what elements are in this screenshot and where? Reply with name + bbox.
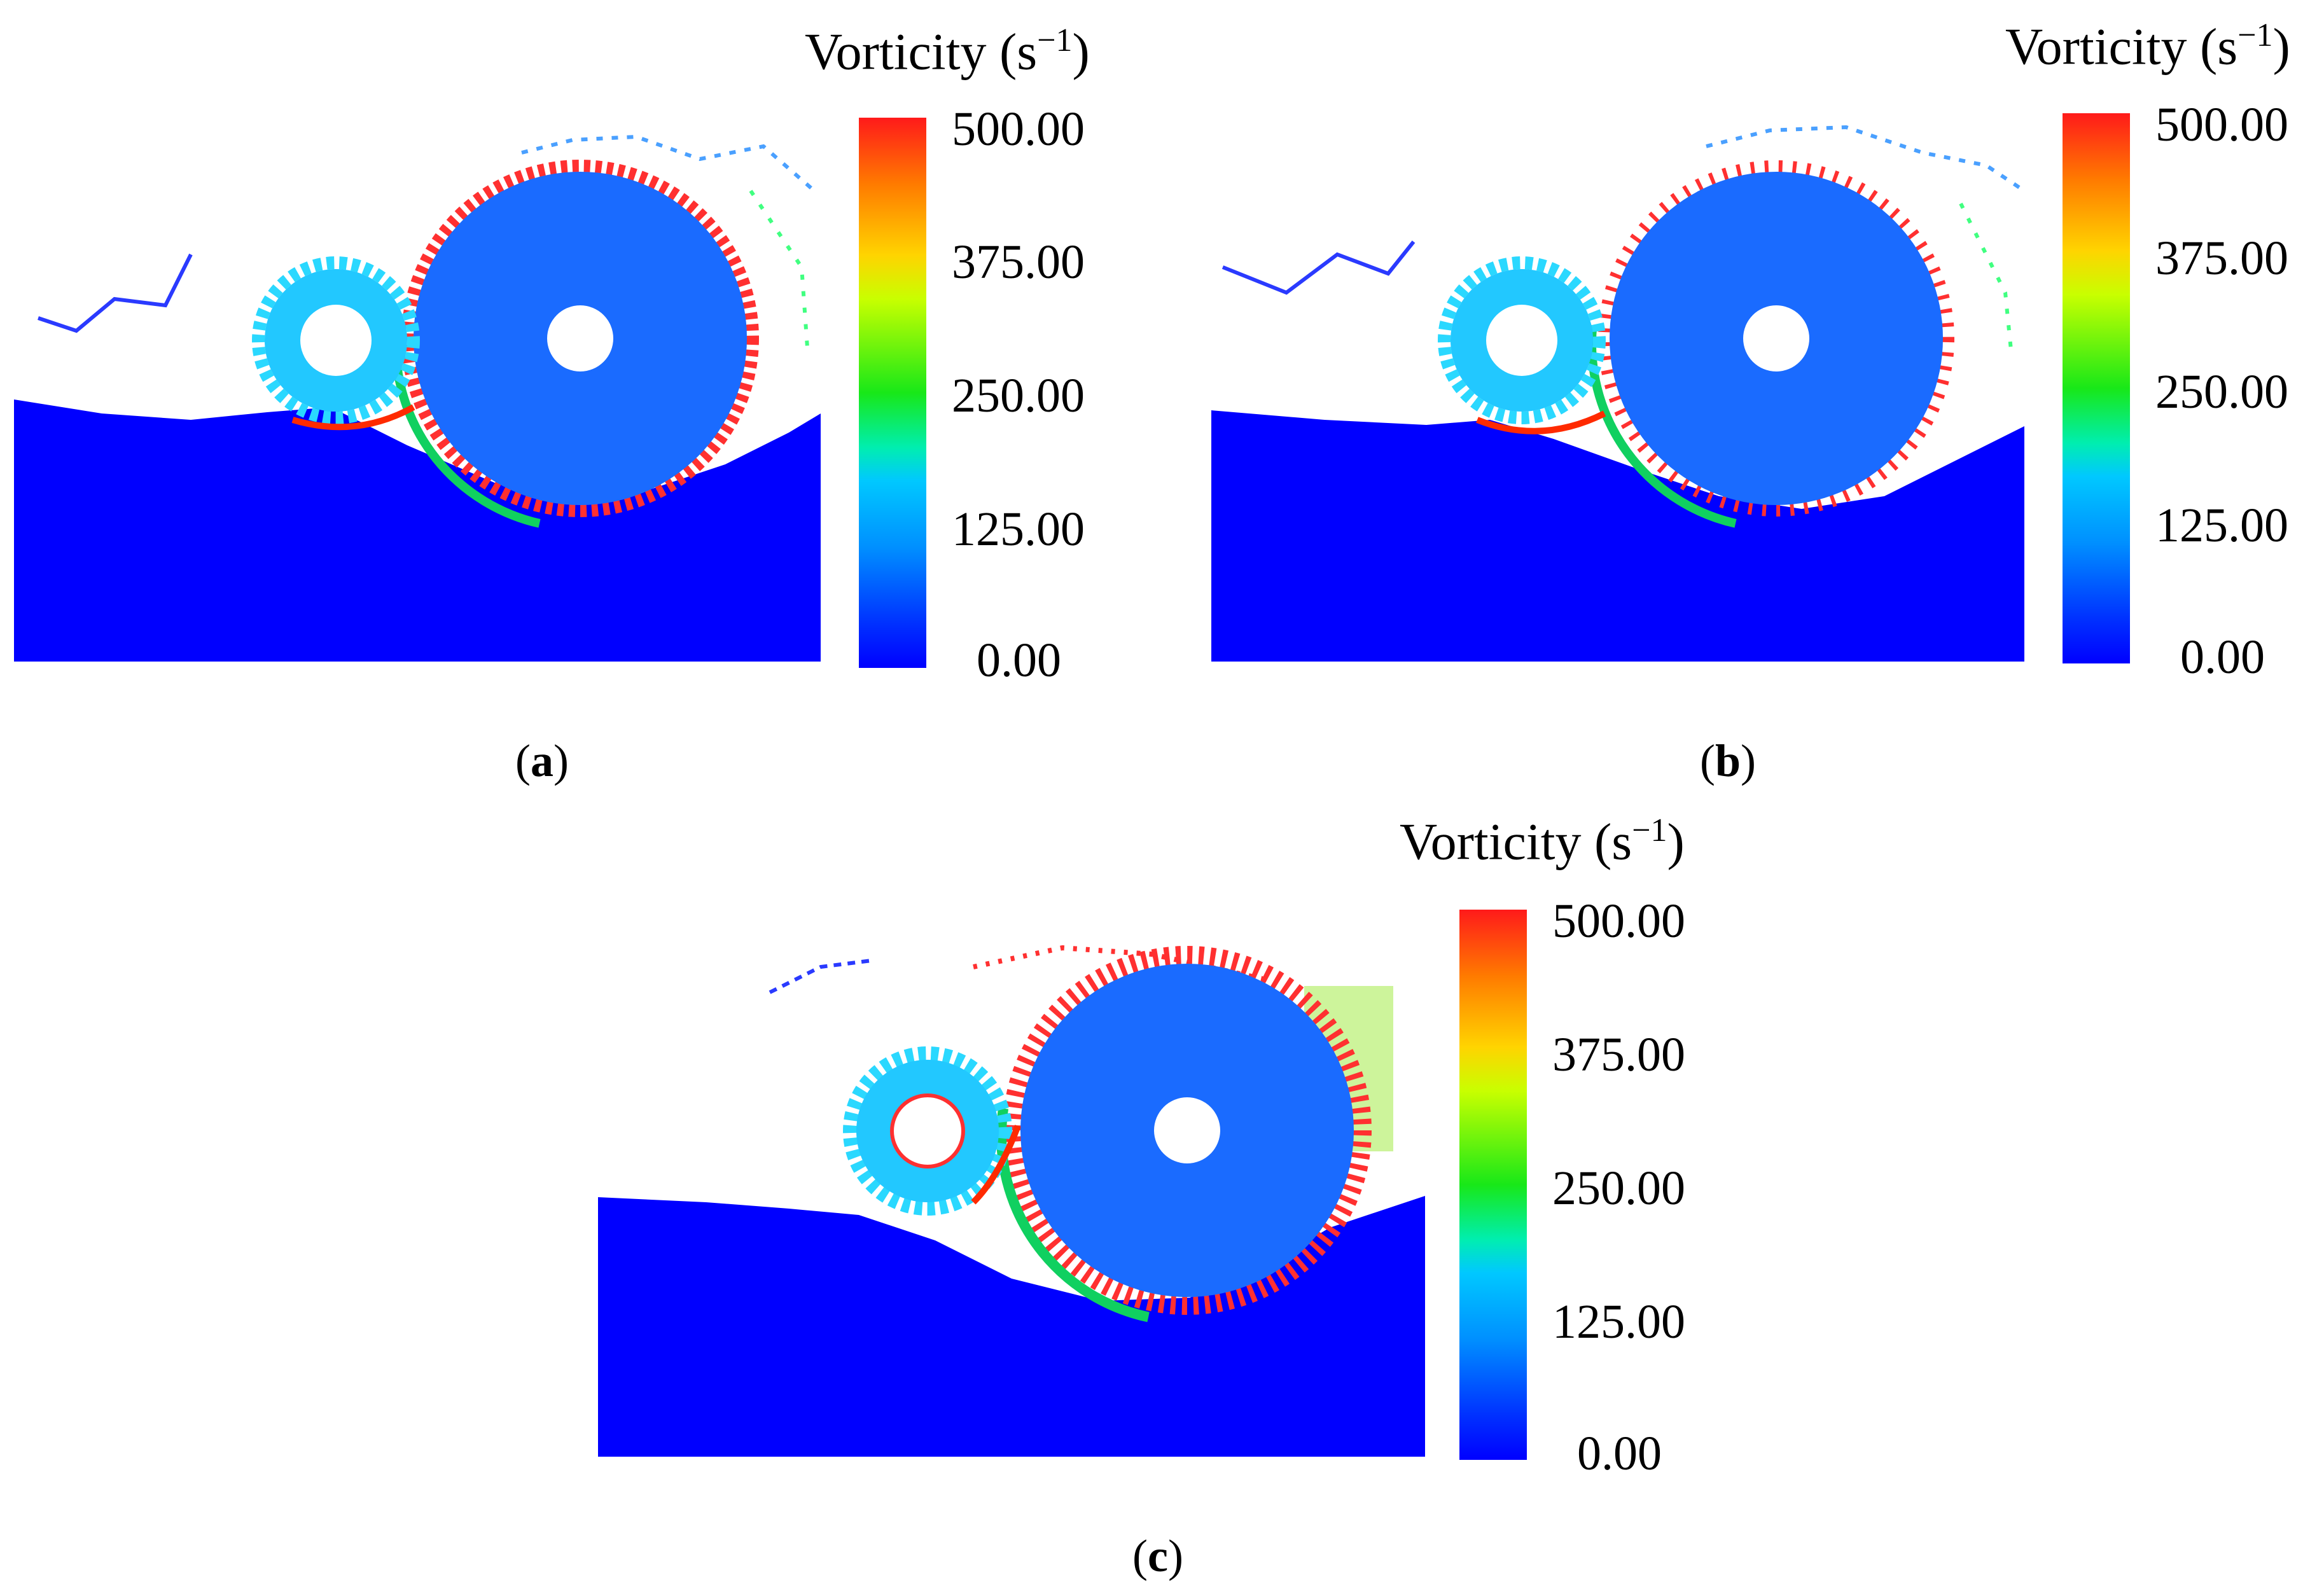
splash-line [38,253,193,333]
colorbar-title: Vorticity (s−1) [1400,812,1685,871]
small-gear-outline [843,1046,1012,1216]
small-gear-bore [1486,305,1557,376]
vorticity-field-a [14,134,821,662]
large-gear-bore [547,305,613,371]
panel-caption: (c) [1132,1530,1183,1581]
panel-a: Vorticity (s−1) 500.00 375.00 250.00 125… [0,0,1145,795]
large-gear-outline [1003,946,1372,1315]
colorbar-tick: 125.00 [1552,1295,1685,1349]
splash-line [1221,240,1416,295]
colorbar-tick: 0.00 [2180,630,2265,684]
splash-dots [749,190,810,357]
colorbar-tick: 375.00 [2155,232,2288,285]
large-gear-bore [1154,1097,1220,1163]
colorbar-tick: 375.00 [952,235,1085,289]
colorbar-tick: 500.00 [1552,894,1685,948]
colorbar-tick: 125.00 [2155,499,2288,552]
mesh-zone [1476,410,1606,434]
colorbar-title: Vorticity (s−1) [805,22,1090,81]
liquid-region [1211,410,2024,662]
splash-dots [1959,202,2014,357]
large-gear-bore [1743,305,1809,371]
colorbar-tick: 250.00 [1552,1162,1685,1215]
small-gear-bore [300,305,372,376]
panel-caption: (b) [1700,735,1757,786]
colorbar-tick: 500.00 [2155,98,2288,151]
panel-c: Vorticity (s−1) 500.00 375.00 250.00 125… [579,795,1788,1596]
colorbar [859,118,926,668]
colorbar-tick: 250.00 [2155,365,2288,419]
mesh-zone [971,1125,1021,1205]
splash-line [769,959,872,994]
mesh-zone [291,404,415,431]
splash-line [521,134,816,193]
colorbar-tick: 0.00 [977,634,1061,687]
panel-caption: (a) [515,735,569,786]
splash-line [1706,125,2026,193]
small-gear-bore [890,1093,965,1169]
colorbar [2063,113,2130,663]
small-gear-outline [252,256,420,424]
colorbar-tick: 125.00 [952,503,1085,556]
small-gear-outline [1438,256,1606,424]
panel-b: Vorticity (s−1) 500.00 375.00 250.00 125… [1197,0,2324,795]
vorticity-field-b [1211,125,2026,662]
large-gear-outline [1598,160,1954,517]
colorbar-tick: 250.00 [952,369,1085,422]
liquid-region [14,399,821,662]
colorbar [1459,910,1527,1460]
colorbar-title: Vorticity (s−1) [2005,17,2290,76]
vorticity-field-c [598,945,1425,1457]
colorbar-tick: 500.00 [952,102,1085,156]
colorbar-tick: 0.00 [1577,1427,1662,1480]
liquid-region [598,1196,1425,1457]
colorbar-tick: 375.00 [1552,1028,1685,1081]
